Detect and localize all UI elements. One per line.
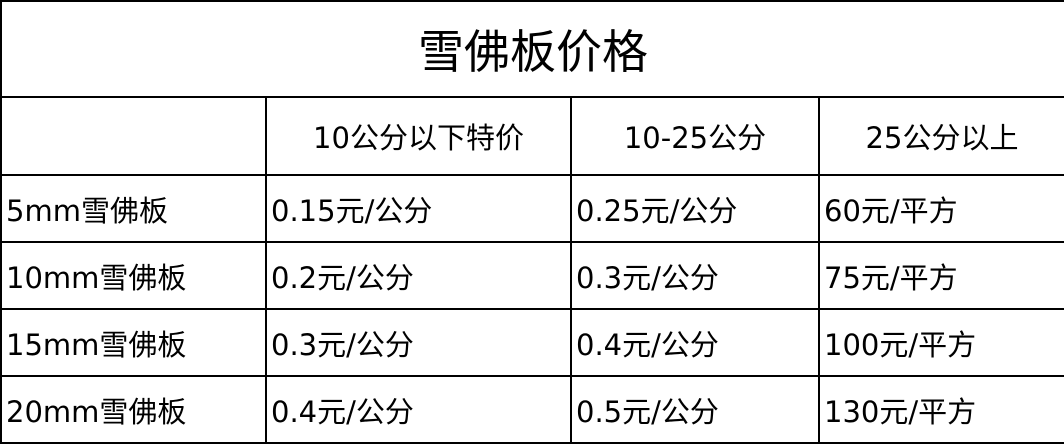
table-row: 20mm雪佛板 0.4元/公分 0.5元/公分 130元/平方 <box>0 375 1064 444</box>
column-header: 10公分以下特价 <box>265 96 572 176</box>
table-title: 雪佛板价格 <box>0 0 1064 98</box>
table-cell: 0.25元/公分 <box>570 174 820 243</box>
row-label: 10mm雪佛板 <box>0 241 267 310</box>
column-header-empty <box>0 96 267 176</box>
row-label: 5mm雪佛板 <box>0 174 267 243</box>
table-row: 15mm雪佛板 0.3元/公分 0.4元/公分 100元/平方 <box>0 308 1064 377</box>
table-row: 5mm雪佛板 0.15元/公分 0.25元/公分 60元/平方 <box>0 174 1064 243</box>
table-cell: 0.5元/公分 <box>570 375 820 444</box>
table-cell: 0.2元/公分 <box>265 241 572 310</box>
header-row: 10公分以下特价 10-25公分 25公分以上 <box>0 96 1064 176</box>
row-label: 15mm雪佛板 <box>0 308 267 377</box>
table-cell: 0.3元/公分 <box>570 241 820 310</box>
table-row: 10mm雪佛板 0.2元/公分 0.3元/公分 75元/平方 <box>0 241 1064 310</box>
column-header: 10-25公分 <box>570 96 820 176</box>
table-cell: 0.4元/公分 <box>570 308 820 377</box>
table-cell: 0.15元/公分 <box>265 174 572 243</box>
table-cell: 75元/平方 <box>818 241 1064 310</box>
table-cell: 60元/平方 <box>818 174 1064 243</box>
table-cell: 0.3元/公分 <box>265 308 572 377</box>
table-cell: 0.4元/公分 <box>265 375 572 444</box>
column-header: 25公分以上 <box>818 96 1064 176</box>
row-label: 20mm雪佛板 <box>0 375 267 444</box>
table-cell: 100元/平方 <box>818 308 1064 377</box>
table-cell: 130元/平方 <box>818 375 1064 444</box>
